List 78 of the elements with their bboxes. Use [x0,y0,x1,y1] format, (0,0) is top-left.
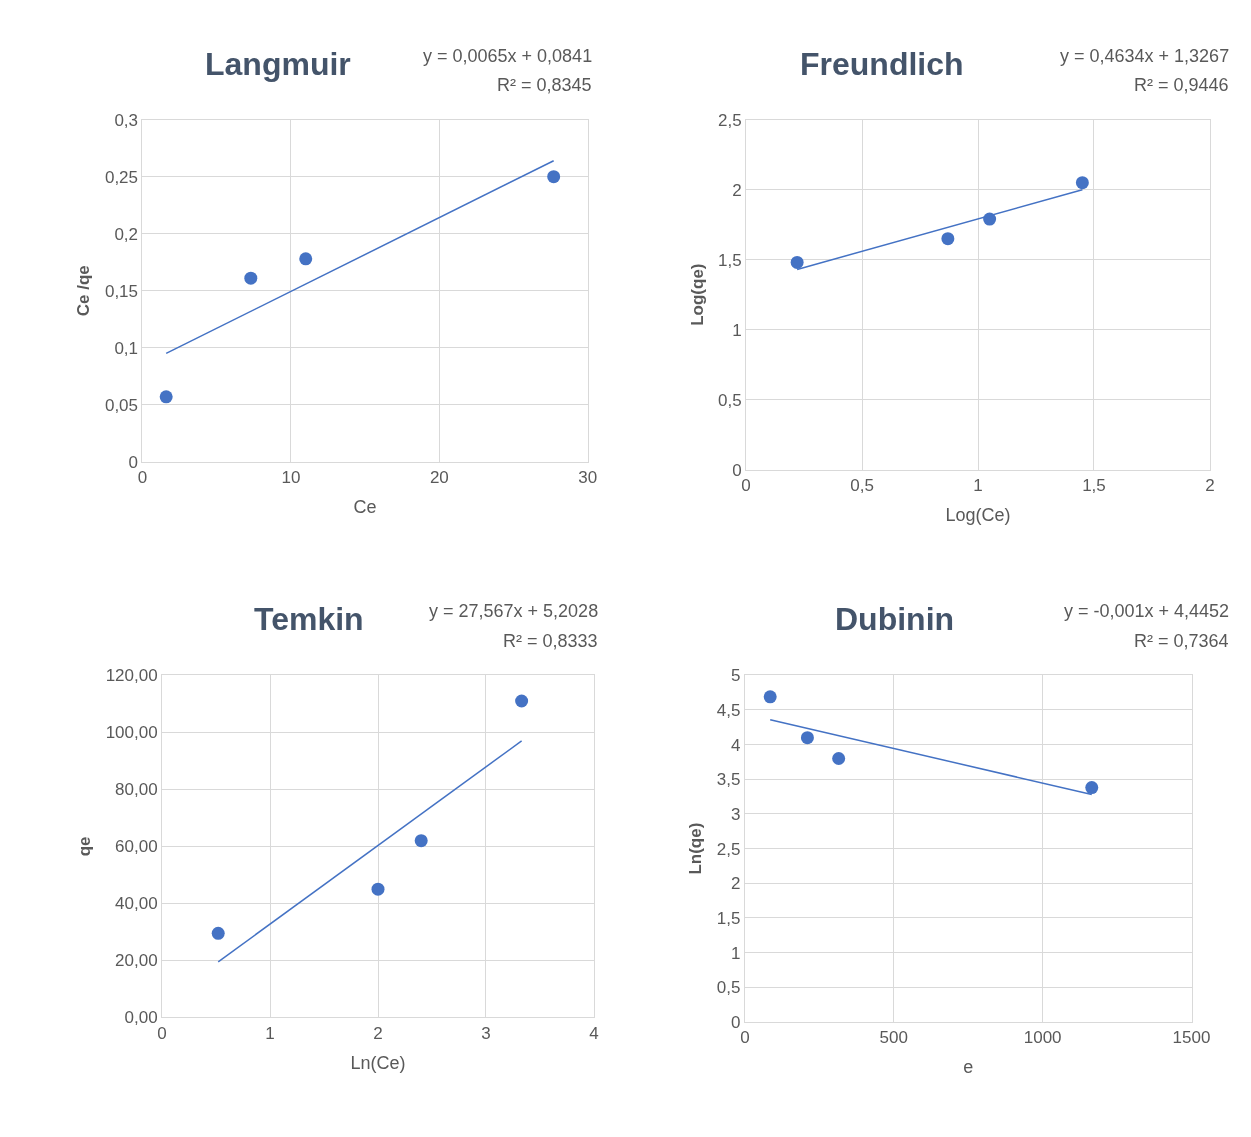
text: y = -0,001x + 4,4452 [1064,601,1230,621]
text: y = 0,4634x + 1,3267 [1060,46,1230,66]
x-tick-label: 0,5 [850,476,874,496]
text: R² = 0,7364 [1134,631,1229,651]
chart-title: Dubinin [835,601,955,637]
y-tick-label: 0,5 [718,390,742,410]
text: y = 0,0065x + 0,0841 [423,46,593,66]
x-tick-label: 1000 [1023,1028,1062,1048]
y-tick-label: 0 [128,452,139,472]
point [515,694,529,708]
x-tick-label: 10 [281,468,301,488]
point [159,390,173,404]
y-tick-label: 3 [731,804,741,824]
y-tick-label: 4,5 [716,700,741,720]
point [371,882,385,896]
y-tick-label: 20,00 [115,951,158,971]
x-axis-title: Ln(Ce) [350,1052,406,1073]
y-tick-label: 80,00 [115,780,158,800]
point [547,170,561,184]
chart-title: Freundlich [800,46,964,82]
y-tick-label: 1,5 [716,908,741,928]
x-tick-label: 1 [265,1023,275,1043]
x-tick-label: 30 [578,468,598,488]
point [800,731,814,745]
x-tick-label: 2 [373,1023,383,1043]
y-tick-label: 0,05 [104,395,139,415]
y-tick-label: 2,5 [716,839,741,859]
point [832,752,846,765]
x-axis-title: Log(Ce) [945,505,1011,526]
point [941,232,955,246]
point [414,834,428,848]
text: R² = 0,8345 [497,75,592,95]
y-tick-label: 1 [732,320,742,340]
chart-title: Langmuir [205,46,351,82]
text: R² = 0,8333 [503,631,598,651]
x-tick-label: 20 [429,468,449,488]
point [299,252,313,266]
x-axis-title: Ce [353,497,377,518]
x-tick-label: 4 [589,1023,599,1043]
x-tick-label: 1 [973,476,983,496]
x-tick-label: 1,5 [1082,476,1106,496]
y-axis-title: Log(qe) [687,263,707,326]
y-tick-label: 4 [731,735,741,755]
y-tick-label: 120,00 [105,666,158,686]
y-axis-title: qe [75,836,95,857]
y-tick-label: 5 [731,666,741,686]
point [244,271,258,285]
y-tick-label: 2 [732,180,742,200]
chart-title: Temkin [254,601,364,637]
y-axis-title: Ce /qe [74,265,94,317]
y-tick-label: 1,5 [718,250,742,270]
text: R² = 0,9446 [1134,75,1229,95]
point [790,255,804,269]
y-tick-label: 2 [731,874,741,894]
x-tick-label: 3 [481,1023,491,1043]
y-tick-label: 3,5 [716,770,741,790]
y-axis-title: Ln(qe) [686,822,706,875]
y-tick-label: 0,15 [104,281,139,301]
y-tick-label: 0,5 [716,978,741,998]
y-tick-label: 40,00 [115,894,158,914]
x-tick-label: 500 [879,1028,908,1048]
point [763,690,777,704]
point [1075,176,1089,190]
y-tick-label: 0,3 [114,110,139,130]
y-tick-label: 100,00 [105,723,158,743]
y-tick-label: 1 [731,943,741,963]
y-tick-label: 60,00 [115,837,158,857]
x-axis-title: e [963,1057,974,1078]
y-tick-label: 2,5 [718,110,742,130]
x-tick-label: 2 [1205,476,1215,496]
y-tick-label: 0,2 [114,224,139,244]
text: y = 27,567x + 5,2028 [429,601,599,621]
x-tick-label: 1500 [1172,1028,1211,1048]
y-tick-label: 0,1 [114,338,139,358]
point [1085,781,1099,795]
y-tick-label: 0,00 [124,1008,158,1028]
point [211,926,225,940]
y-tick-label: 0,25 [104,167,139,187]
